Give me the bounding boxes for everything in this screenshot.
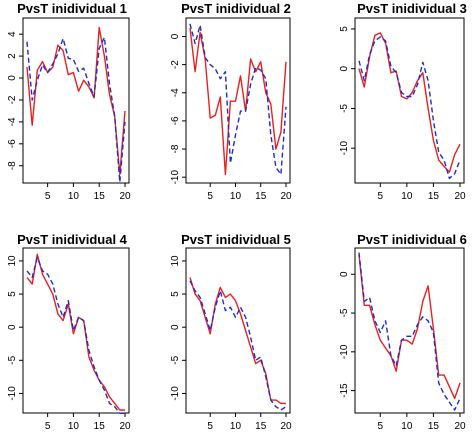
x-tick-label: 10: [401, 421, 413, 432]
panel-title: PvsT inidividual 1: [17, 1, 127, 16]
dashed-series-line: [358, 252, 461, 411]
x-tick-label: 10: [230, 421, 242, 432]
x-tick-label: 20: [119, 191, 131, 202]
y-tick-label: -2: [7, 95, 18, 104]
solid-series-line: [189, 277, 286, 405]
y-tick-label: -10: [170, 386, 181, 401]
dashed-series-line: [26, 256, 125, 414]
y-tick-label: -6: [7, 139, 18, 148]
x-tick-label: 10: [401, 191, 413, 202]
plot-frame: [22, 247, 130, 414]
x-tick-label: 15: [94, 421, 106, 432]
y-tick-label: -10: [7, 386, 18, 401]
x-tick-label: 10: [68, 421, 80, 432]
solid-series-line: [189, 27, 287, 176]
y-tick-label: 10: [170, 255, 181, 267]
y-tick-label: -10: [339, 141, 350, 156]
panel-title: PvsT inidividual 5: [181, 232, 291, 247]
y-tick-label: -4: [170, 88, 181, 97]
x-tick-label: 5: [207, 191, 213, 202]
x-tick-label: 20: [454, 191, 466, 202]
solid-series-line: [358, 254, 461, 400]
dashed-series-line: [26, 36, 126, 183]
panel-title: PvsT inidividual 6: [357, 232, 467, 247]
dashed-series-line: [189, 23, 287, 176]
dashed-series-line: [189, 280, 287, 411]
panel-4: PvsT inidividual 4 5 10 15 20 -10 -5 0 5 10: [7, 232, 131, 432]
y-tick-label: 0: [170, 324, 181, 330]
panel-title: PvsT inidividual 4: [17, 232, 128, 247]
y-tick-label: -10: [339, 344, 350, 359]
plot-frame: [354, 247, 465, 414]
y-tick-label: -5: [339, 104, 350, 113]
y-tick-label: -10: [170, 170, 181, 185]
y-tick-label: 4: [7, 31, 18, 37]
panel-3: PvsT inidividual 3 5 10 15 20 -10 -5 0 5: [339, 1, 467, 202]
y-tick-label: -4: [7, 117, 18, 126]
x-tick-label: 15: [255, 421, 267, 432]
x-tick-label: 5: [45, 421, 51, 432]
plot-frame: [354, 17, 465, 184]
x-tick-label: 5: [377, 191, 383, 202]
panel-title: PvsT inidividual 3: [357, 1, 467, 16]
panel-1: PvsT inidividual 1 5 10 15 20 -8 -6 -4 -2 0 2 4: [7, 1, 131, 202]
y-tick-label: 5: [339, 26, 350, 32]
x-tick-label: 20: [454, 421, 466, 432]
panel-6: PvsT inidividual 6 5 10 15 20 -15 -10 -5 0: [339, 232, 467, 432]
x-tick-label: 15: [428, 191, 440, 202]
panel-5: PvsT inidividual 5 5 10 15 20 -10 -5 0 5 10: [170, 232, 292, 432]
x-tick-label: 15: [255, 191, 267, 202]
plot-frame: [185, 247, 291, 414]
y-tick-label: -5: [170, 355, 181, 364]
y-tick-label: 2: [7, 53, 18, 59]
y-tick-label: -15: [339, 383, 350, 398]
panel-2: PvsT inidividual 2 5 10 15 20 -10 -8 -6 -4 -2 0: [170, 1, 292, 202]
x-tick-label: 15: [94, 191, 106, 202]
panel-title: PvsT inidividual 2: [181, 1, 291, 16]
x-tick-label: 15: [428, 421, 440, 432]
x-tick-label: 10: [230, 191, 242, 202]
y-tick-label: -8: [7, 161, 18, 170]
plot-frame: [185, 17, 291, 184]
y-tick-label: -5: [7, 355, 18, 364]
y-tick-label: 0: [339, 271, 350, 277]
y-tick-label: 5: [170, 291, 181, 297]
y-tick-label: 5: [7, 291, 18, 297]
plot-frame: [22, 17, 130, 184]
x-tick-label: 10: [68, 191, 80, 202]
y-tick-label: -2: [170, 60, 181, 69]
dashed-series-line: [358, 36, 461, 180]
y-tick-label: -5: [339, 308, 350, 317]
x-tick-label: 5: [45, 191, 51, 202]
x-tick-label: 20: [280, 421, 292, 432]
y-tick-label: -6: [170, 116, 181, 125]
x-tick-label: 20: [119, 421, 131, 432]
y-tick-label: -8: [170, 144, 181, 153]
y-tick-label: 0: [7, 324, 18, 330]
solid-series-line: [358, 32, 461, 173]
y-tick-label: 0: [7, 75, 18, 81]
solid-series-line: [26, 253, 125, 411]
x-tick-label: 5: [207, 421, 213, 432]
x-tick-label: 5: [377, 421, 383, 432]
y-tick-label: 10: [7, 255, 18, 267]
x-tick-label: 20: [280, 191, 292, 202]
y-tick-label: 0: [339, 65, 350, 71]
y-tick-label: 0: [170, 33, 181, 39]
solid-series-line: [26, 26, 126, 176]
